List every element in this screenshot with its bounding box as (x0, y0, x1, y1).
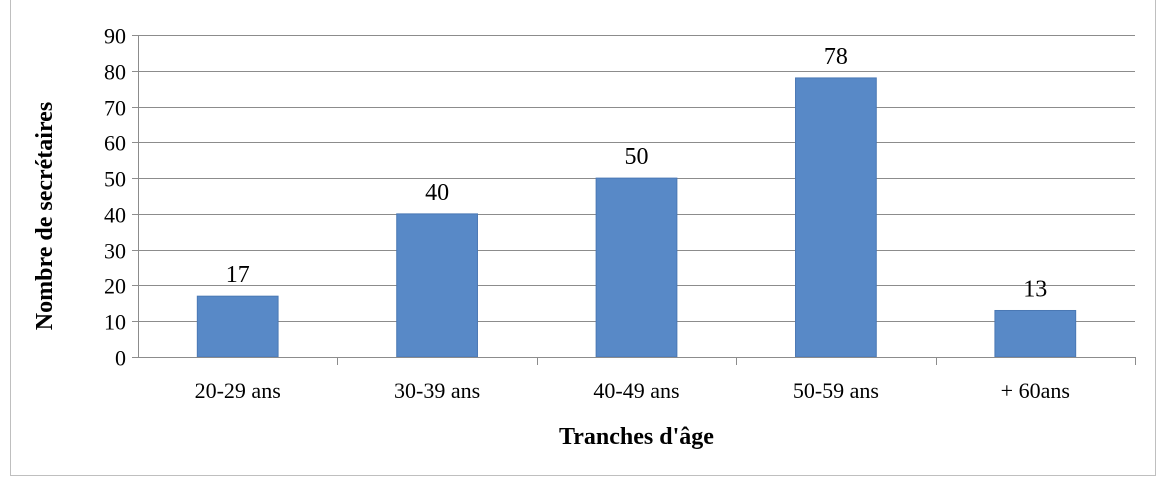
data-label: 40 (425, 180, 449, 206)
y-tick-label: 20 (104, 274, 126, 299)
data-label: 17 (226, 262, 250, 288)
x-tick-label: + 60ans (1001, 378, 1070, 403)
y-tick-label: 10 (104, 310, 126, 335)
bar (595, 177, 678, 358)
bar (396, 213, 478, 358)
y-tick-label: 60 (104, 131, 126, 156)
y-tick-label: 50 (104, 167, 126, 192)
y-tick-label: 40 (104, 203, 126, 228)
data-label: 78 (824, 44, 848, 70)
y-tick-label: 30 (104, 239, 126, 264)
y-tick-label: 70 (104, 96, 126, 121)
bar (795, 77, 877, 358)
axes (132, 35, 1136, 365)
y-tick-label: 80 (104, 60, 126, 85)
bar (994, 309, 1077, 358)
x-tick-label: 40-49 ans (593, 378, 679, 403)
x-axis-title: Tranches d'âge (559, 424, 714, 450)
x-tick-label: 20-29 ans (195, 378, 281, 403)
chart-frame (10, 0, 1156, 476)
data-label: 50 (625, 144, 649, 170)
y-tick-label: 0 (115, 346, 126, 371)
bar (196, 295, 279, 358)
x-tick-label: 30-39 ans (394, 378, 480, 403)
data-label: 13 (1023, 276, 1047, 302)
labels: 0 10 20 30 40 50 60 70 80 90 20-29 ans 17 30-39 ans 4… (104, 24, 1070, 404)
bars (196, 77, 1077, 358)
y-tick-label: 90 (104, 24, 126, 49)
y-axis-title: Nombre de secrétaires (32, 102, 58, 330)
x-tick-label: 50-59 ans (793, 378, 879, 403)
